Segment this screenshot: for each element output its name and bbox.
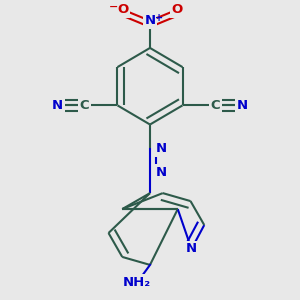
Text: C: C [80, 99, 89, 112]
Text: −: − [109, 2, 119, 11]
Text: C: C [211, 99, 220, 112]
Text: NH₂: NH₂ [123, 276, 151, 289]
Text: N: N [237, 99, 248, 112]
Text: O: O [117, 3, 128, 16]
Text: N: N [156, 166, 167, 179]
Text: +: + [155, 13, 163, 22]
Text: N: N [144, 14, 156, 27]
Text: N: N [186, 242, 197, 256]
Text: N: N [52, 99, 63, 112]
Text: O: O [172, 3, 183, 16]
Text: N: N [156, 142, 167, 155]
